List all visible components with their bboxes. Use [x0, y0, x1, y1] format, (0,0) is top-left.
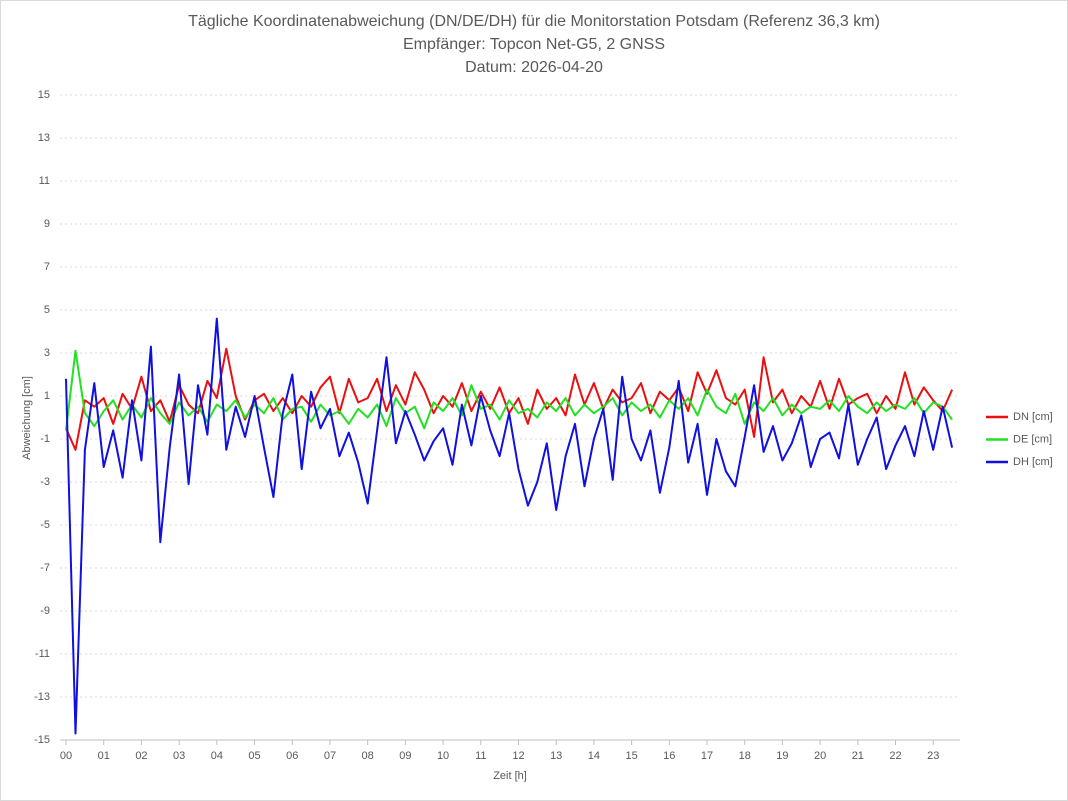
x-tick-label: 13 [550, 750, 562, 762]
y-tick-label: 13 [38, 132, 50, 144]
x-tick-label: 03 [173, 750, 185, 762]
legend-label: DH [cm] [1013, 456, 1053, 468]
x-tick-label: 23 [927, 750, 939, 762]
x-axis-label: Zeit [h] [493, 770, 527, 782]
y-tick-label: 11 [39, 175, 50, 187]
x-tick-label: 19 [776, 750, 788, 762]
y-tick-label: -15 [34, 734, 50, 746]
y-tick-label: -3 [40, 476, 50, 488]
y-tick-label: 1 [44, 390, 50, 402]
data-line [65, 317, 954, 735]
chart-subtitle: Empfänger: Topcon Net-G5, 2 GNSS [403, 36, 665, 53]
x-tick-label: 04 [211, 750, 223, 762]
x-tick-label: 15 [625, 750, 637, 762]
y-tick-label: 3 [44, 347, 50, 359]
y-axis-label: Abweichung [cm] [21, 376, 33, 460]
y-tick-label: 9 [44, 218, 50, 230]
x-tick-label: 02 [135, 750, 147, 762]
x-tick-label: 18 [739, 750, 751, 762]
x-tick-label: 21 [852, 750, 864, 762]
x-tick-label: 05 [248, 750, 260, 762]
x-tick-label: 07 [324, 750, 336, 762]
y-tick-label: -5 [40, 519, 50, 531]
x-tick-label: 16 [663, 750, 675, 762]
y-tick-label: -1 [40, 433, 50, 445]
legend-label: DN [cm] [1013, 411, 1053, 423]
chart-subtitle: Datum: 2026-04-20 [465, 59, 603, 76]
x-tick-label: 22 [889, 750, 901, 762]
y-tick-label: -7 [40, 562, 50, 574]
x-tick-label: 01 [98, 750, 110, 762]
x-tick-label: 14 [588, 750, 600, 762]
chart-title: Tägliche Koordinatenabweichung (DN/DE/DH… [188, 13, 880, 30]
x-tick-label: 10 [437, 750, 449, 762]
y-tick-label: 5 [44, 304, 50, 316]
y-tick-label: -13 [34, 691, 50, 703]
y-tick-label: -11 [35, 648, 50, 660]
y-tick-label: 15 [38, 89, 50, 101]
x-tick-label: 11 [475, 750, 486, 762]
x-tick-label: 06 [286, 750, 298, 762]
x-tick-label: 12 [512, 750, 524, 762]
data-line [65, 349, 953, 431]
x-tick-label: 09 [399, 750, 411, 762]
x-tick-label: 17 [701, 750, 713, 762]
x-tick-label: 08 [362, 750, 374, 762]
legend-label: DE [cm] [1013, 433, 1052, 445]
y-tick-label: -9 [40, 605, 50, 617]
x-tick-label: 00 [60, 750, 72, 762]
x-tick-label: 20 [814, 750, 826, 762]
y-tick-label: 7 [44, 261, 50, 273]
